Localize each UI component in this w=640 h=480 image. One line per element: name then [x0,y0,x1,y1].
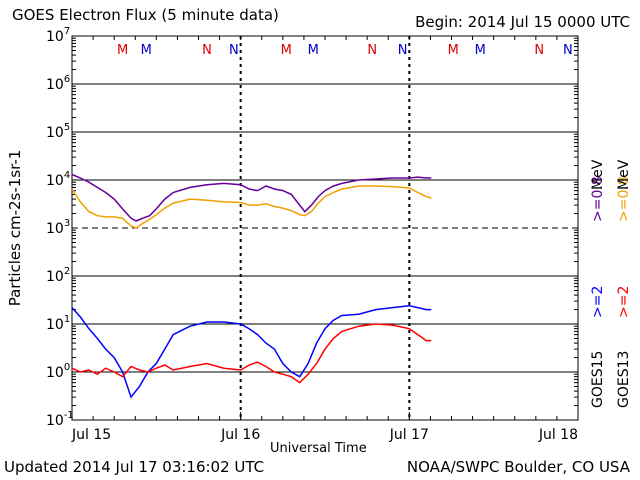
mn-marker: N [229,43,239,58]
y-tick-label: 105 [46,122,70,141]
mn-marker: M [141,43,152,58]
x-tick-label: Jul 15 [71,427,111,443]
mn-marker: N [398,43,408,58]
legend-mev-goes15: MeV [590,159,606,190]
series-line [71,304,432,399]
mn-marker: M [475,43,486,58]
legend-ge2-goes13: >=2 [616,286,632,318]
updated-time: Updated 2014 Jul 17 03:16:02 UTC [4,458,265,476]
legend-goes15: GOES15 [590,351,606,408]
chart-title: GOES Electron Flux (5 minute data) [12,6,279,24]
y-tick-label: 10-1 [46,410,74,429]
legend-goes13: GOES13 [616,351,632,408]
x-axis-label: Universal Time [270,441,367,456]
legend-mev-goes13: MeV [616,159,632,190]
y-tick-label: 104 [46,170,70,189]
mn-marker: N [534,43,544,58]
y-tick-label: 100 [46,362,70,381]
mn-marker: M [448,43,459,58]
mn-marker: N [202,43,212,58]
y-tick-label: 101 [46,314,70,333]
credit: NOAA/SWPC Boulder, CO USA [406,458,630,476]
y-tick-label: 103 [46,218,70,237]
plot-frame [71,35,579,421]
mn-marker: N [563,43,573,58]
legend-ge08-goes13: >=0.8 [616,176,632,222]
begin-time: Begin: 2014 Jul 15 0000 UTC [415,13,630,31]
legend-ge2-goes15: >=2 [590,286,606,318]
series-line [71,173,432,222]
x-tick-label: Jul 17 [389,427,429,443]
legend-ge08-goes15: >=0.8 [590,176,606,222]
mn-marker: M [117,43,128,58]
mn-marker: M [281,43,292,58]
x-tick-label: Jul 18 [538,427,578,443]
series-line [71,185,432,229]
y-tick-label: 106 [46,74,70,93]
series-line [71,323,432,384]
y-axis-label: Particles cm-2s-1sr-1 [6,150,24,307]
y-tick-label: 102 [46,266,70,285]
x-tick-label: Jul 16 [220,427,260,443]
mn-marker: N [367,43,377,58]
y-tick-label: 107 [46,26,70,45]
mn-marker: M [308,43,319,58]
